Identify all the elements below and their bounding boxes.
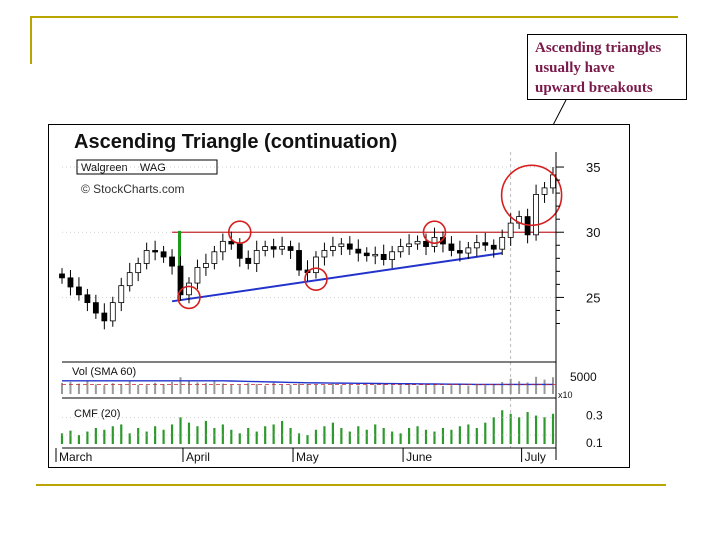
volume-tick-label: 5000 (570, 370, 597, 384)
candle-body (211, 251, 218, 264)
candle-body (380, 253, 387, 260)
candle-body (245, 257, 252, 264)
ticker-label: Walgreen WAG (81, 162, 166, 174)
candle-body (346, 243, 353, 250)
chart-frame (48, 124, 630, 468)
candle-body (59, 273, 65, 279)
cmf-tick-label: 0.3 (586, 408, 603, 422)
candle-body (118, 285, 125, 304)
candle-body (101, 312, 108, 322)
x-tick-label: June (406, 450, 432, 464)
top-rule (30, 16, 678, 18)
volume-multiplier-label: x10 (558, 390, 573, 400)
candle-body (313, 256, 319, 274)
candle-body (152, 250, 159, 253)
x-tick-label: July (525, 450, 546, 464)
support-trendline (171, 252, 503, 303)
candle-body (177, 265, 184, 296)
candle-body (262, 246, 269, 251)
highlight-circle (422, 220, 447, 245)
candle-body (287, 246, 294, 251)
candle-body (499, 237, 506, 250)
candle-body (84, 294, 91, 304)
stock-chart: Ascending Triangle (continuation) Walgre… (48, 124, 630, 468)
x-tick-label: April (186, 450, 210, 464)
cmf-tick-label: 0.1 (586, 436, 603, 450)
candle-body (279, 246, 286, 250)
callout-line-1: Ascending triangles (535, 40, 662, 56)
candle-body (270, 246, 277, 250)
candle-body (92, 302, 99, 314)
candle-body (203, 263, 209, 268)
callout-box: Ascending triangles usually have upward … (527, 34, 687, 100)
cmf-label: CMF (20) (74, 408, 120, 420)
candle-body (473, 242, 480, 249)
candle-body (533, 194, 539, 236)
candle-body (406, 243, 412, 247)
highlight-circle (177, 285, 201, 310)
left-rule (30, 16, 32, 64)
candle-body (67, 277, 74, 288)
candle-body (431, 237, 438, 247)
candle-body (389, 251, 396, 261)
candle-body (465, 247, 472, 254)
candle-body (253, 250, 260, 264)
candle-body (414, 240, 421, 245)
candle-body (219, 240, 226, 253)
candle-body (135, 263, 142, 274)
candle-body (448, 243, 455, 251)
candle-body (194, 267, 201, 284)
candle-body (143, 250, 150, 264)
candle-body (126, 272, 133, 287)
watermark: © StockCharts.com (81, 182, 185, 196)
highlight-circle (500, 164, 563, 227)
highlight-circle (304, 267, 328, 291)
candle-body (228, 240, 235, 245)
candle-body (296, 250, 302, 271)
chart-title: Ascending Triangle (continuation) (74, 131, 397, 153)
candle-body (541, 187, 548, 195)
callout-line-3: upward breakouts (535, 80, 653, 96)
bottom-rule (36, 484, 666, 486)
price-tick-label: 25 (586, 290, 600, 305)
candle-body (423, 240, 429, 247)
x-tick-label: March (59, 450, 92, 464)
candle-body (76, 286, 82, 296)
x-tick-label: May (296, 450, 319, 464)
candle-body (397, 246, 404, 253)
candle-body (490, 244, 497, 250)
candle-body (482, 242, 489, 246)
candle-body (507, 222, 514, 238)
volume-label: Vol (SMA 60) (72, 366, 136, 378)
candle-body (329, 246, 336, 251)
highlight-circle (227, 220, 252, 245)
candle-body (355, 248, 362, 254)
candle-body (456, 250, 463, 254)
candle-body (236, 243, 243, 259)
candle-body (372, 253, 379, 257)
candle-body (321, 250, 328, 258)
callout-line-2: usually have (535, 60, 615, 76)
candle-body (363, 252, 370, 257)
candle-body (338, 243, 345, 247)
candle-body (186, 282, 192, 296)
candle-body (109, 302, 116, 322)
candle-body (160, 251, 167, 258)
price-tick-label: 30 (586, 225, 600, 240)
candle-body (169, 256, 175, 267)
price-tick-label: 35 (586, 160, 600, 175)
